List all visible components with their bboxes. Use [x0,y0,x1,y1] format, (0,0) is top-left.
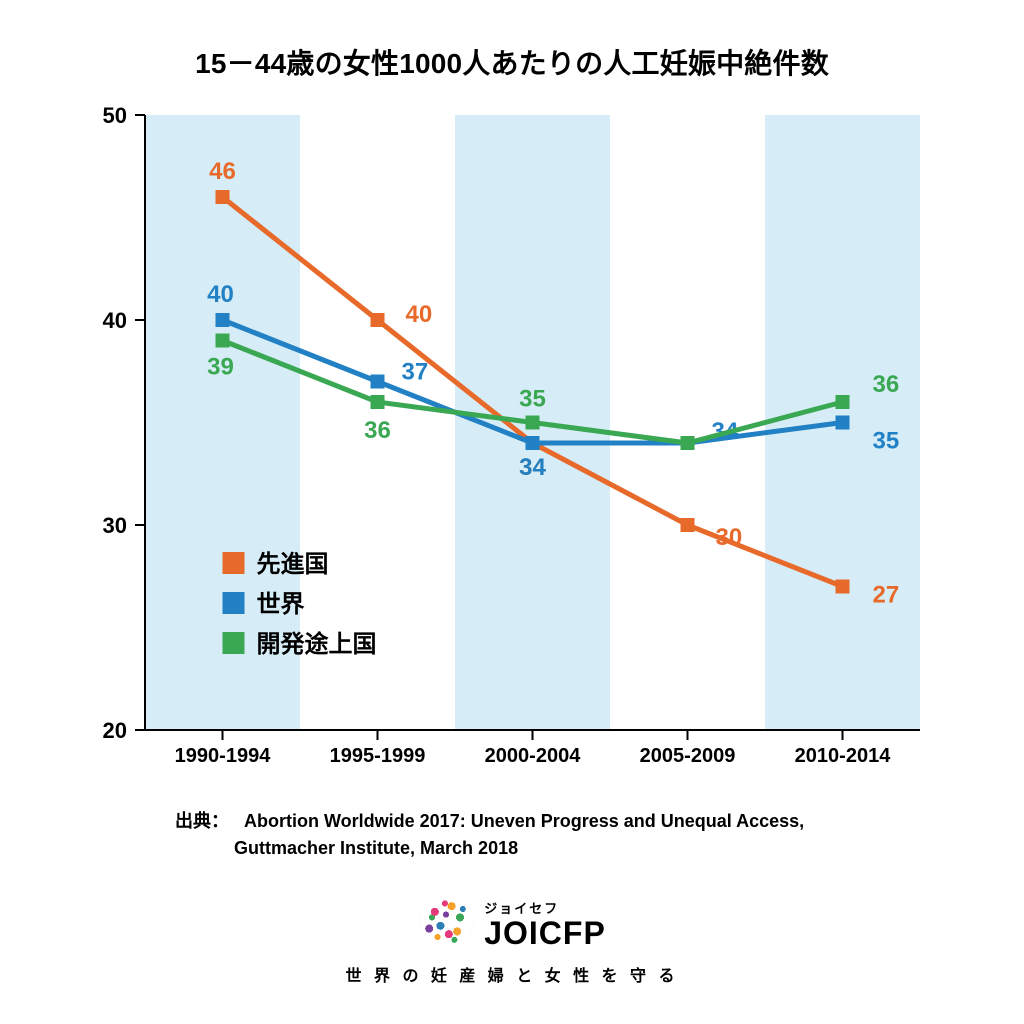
data-label-developed: 27 [873,582,900,609]
data-label-world: 34 [519,454,546,481]
logo-tagline: 世 界 の 妊 産 婦 と 女 性 を 守 る [0,962,1024,986]
x-category-label: 2005-2009 [640,745,736,767]
y-tick-label: 40 [103,308,127,333]
logo-big-text: JOICFP [484,917,606,949]
legend-swatch-developing [223,632,245,654]
data-label-developed: 30 [716,524,743,551]
source-citation: 出典： Abortion Worldwide 2017: Uneven Prog… [175,808,955,862]
series-marker-developing [371,395,385,409]
x-category-label: 2010-2014 [795,745,892,767]
source-label: 出典： [175,811,229,831]
logo-small-text: ジョイセフ [484,898,606,917]
series-marker-world [526,436,540,450]
series-marker-world [836,416,850,430]
x-category-label: 1990-1994 [175,745,272,767]
joicfp-logo-block: ジョイセフ JOICFP 世 界 の 妊 産 婦 と 女 性 を 守 る [0,895,1024,986]
data-label-developing: 35 [519,386,546,413]
series-marker-developing [836,395,850,409]
y-tick-label: 50 [103,105,127,128]
source-text-1: Abortion Worldwide 2017: Uneven Progress… [244,811,804,831]
data-label-developed: 40 [406,301,433,328]
legend-label-developing: 開発途上国 [257,630,377,658]
x-category-label: 2000-2004 [485,745,582,767]
data-label-developing: 36 [873,371,900,398]
data-label-world: 37 [402,359,429,386]
series-marker-developed [836,580,850,594]
series-marker-developing [216,334,230,348]
chart-title: 15－44歳の女性1000人あたりの人工妊娠中絶件数 [0,42,1024,82]
series-marker-developed [371,313,385,327]
series-marker-developed [216,190,230,204]
data-label-developing: 36 [364,417,391,444]
legend-label-world: 世界 [257,591,305,618]
data-label-world: 40 [207,281,234,308]
series-marker-world [371,375,385,389]
abortion-rate-chart: 20 30 40 50 1990-1994 1995-1999 2000-2004 2005-… [90,105,940,785]
joicfp-globe-icon [418,895,474,951]
y-tick-label: 30 [103,513,127,538]
series-marker-developing [526,416,540,430]
data-label-world: 35 [873,428,900,455]
x-category-label: 1995-1999 [330,745,426,767]
series-marker-developed [681,518,695,532]
series-marker-world [216,313,230,327]
legend-label-developed: 先進国 [257,551,329,578]
source-text-2: Guttmacher Institute, March 2018 [234,838,518,858]
y-tick-label: 20 [103,718,127,743]
legend-swatch-world [223,592,245,614]
data-label-developing: 39 [207,354,234,381]
series-marker-developing [681,436,695,450]
data-label-developed: 46 [209,158,236,185]
legend-swatch-developed [223,552,245,574]
